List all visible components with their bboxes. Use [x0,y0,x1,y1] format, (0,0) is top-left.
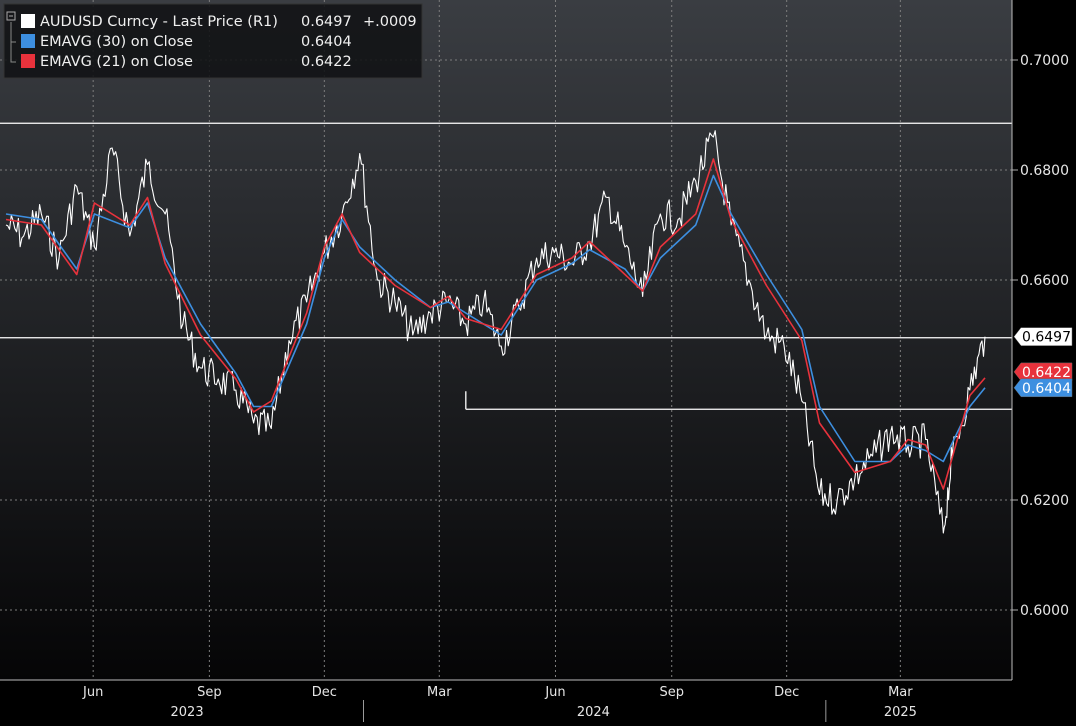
x-tick-label: Sep [659,685,684,700]
price-tag-box [1013,327,1073,346]
series-line-price[interactable] [5,130,986,534]
legend-label[interactable]: EMAVG (21) on Close [40,54,193,70]
y-tick-label: 0.6000 [1020,603,1069,619]
series-line-ema-2[interactable] [5,158,986,490]
x-tick-label: Jun [82,685,103,700]
legend-box [3,3,423,79]
price-tag-label: 0.6422 [1022,365,1071,381]
price-tag: 0.6497 [1013,327,1073,346]
x-tick-label: Sep [197,685,222,700]
legend-label[interactable]: EMAVG (30) on Close [40,34,193,50]
y-tick-label: 0.7000 [1020,53,1069,69]
legend-swatch [21,54,35,68]
price-tag-label: 0.6497 [1022,330,1071,346]
x-tick-label: Dec [312,685,337,700]
legend-value: 0.6404 [301,34,352,50]
legend-swatch [21,14,35,28]
x-year-label: 2024 [577,705,610,720]
x-tick-label: Mar [427,685,452,700]
x-tick-label: Dec [774,685,799,700]
price-tag-label: 0.6404 [1022,381,1071,397]
x-year-label: 2023 [171,705,204,720]
collapse-icon[interactable] [6,11,16,21]
legend-value: 0.6497 [301,14,352,30]
tree-connector [10,22,16,63]
x-tick-label: Mar [888,685,913,700]
price-tag-box [1013,378,1073,398]
legend-value: 0.6422 [301,54,352,70]
price-tag: 0.6404 [1013,378,1073,398]
x-year-label: 2025 [884,705,917,720]
x-tick-label: Jun [544,685,565,700]
series-line-ema-1[interactable] [5,174,986,463]
legend-change: +.0009 [363,14,417,30]
y-tick-label: 0.6200 [1020,493,1069,509]
price-tag: 0.6422 [1013,362,1073,382]
legend-label[interactable]: AUDUSD Curncy - Last Price (R1) [40,14,278,30]
price-tag-box [1013,362,1073,382]
y-tick-label: 0.6600 [1020,273,1069,289]
y-tick-label: 0.6800 [1020,163,1069,179]
legend-swatch [21,34,35,48]
